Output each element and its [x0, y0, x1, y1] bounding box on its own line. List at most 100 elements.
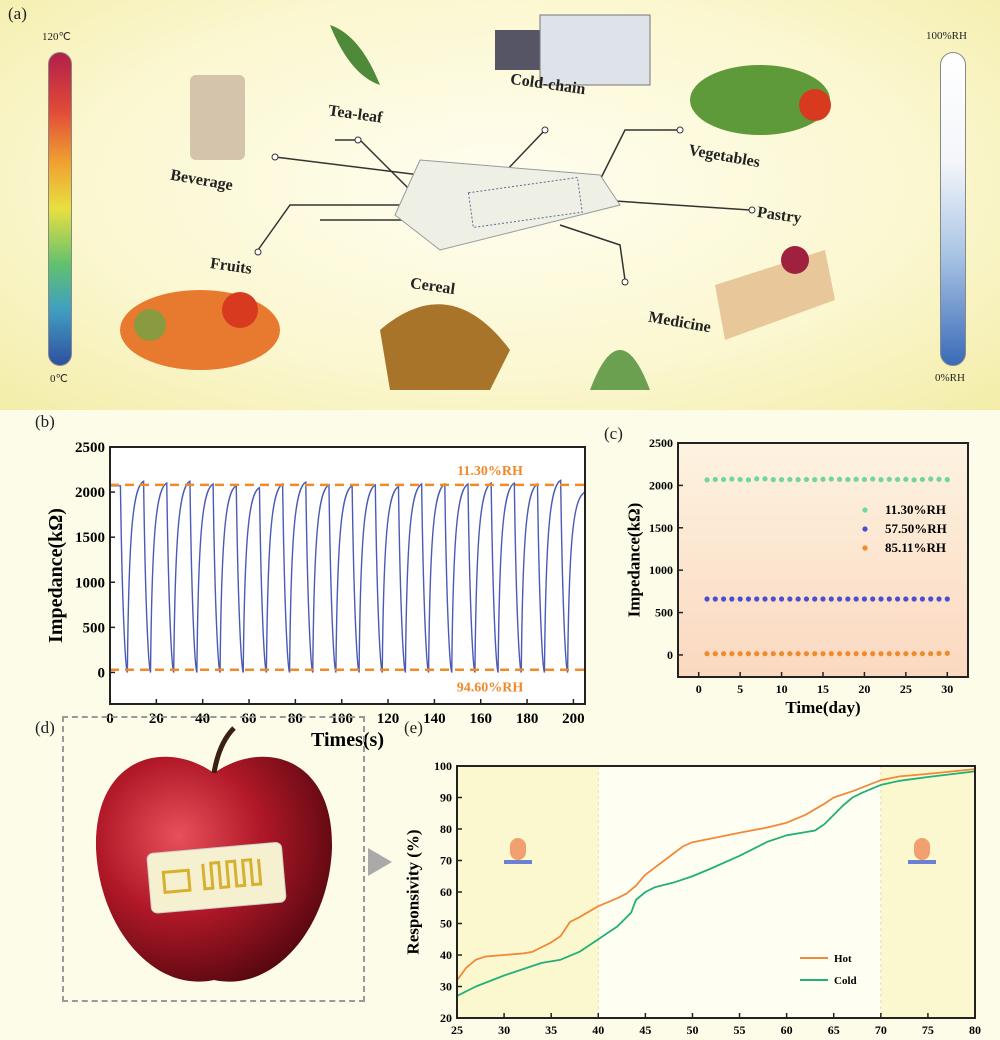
y-tick-label: 60: [440, 885, 452, 899]
alarm-base: [504, 860, 532, 864]
legend-label: 57.50%RH: [885, 521, 947, 536]
data-point-85.11%RH: [853, 651, 859, 657]
humidity-bar: [940, 52, 966, 366]
x-tick-label: 200: [562, 711, 585, 727]
data-point-85.11%RH: [836, 651, 843, 657]
alarm-icon: [510, 838, 526, 860]
y-tick-label: 90: [440, 791, 452, 805]
panel-a-illustration: (a) 120℃ 0℃ 100%RH 0%RH Beverage Tea-lea…: [0, 0, 1000, 410]
legend-label: Hot: [834, 953, 852, 965]
data-point-11.30%RH: [812, 477, 818, 483]
apple-sensor-image: [95, 726, 333, 982]
panel-label-e: (e): [404, 718, 423, 737]
data-point-11.30%RH: [928, 476, 934, 482]
data-point-85.11%RH: [878, 651, 884, 657]
data-point-57.50%RH: [762, 596, 768, 602]
alarm-icon: [914, 838, 930, 860]
cold-chain-image: [495, 30, 540, 70]
x-tick-label: 40: [592, 1023, 604, 1037]
y-axis-label: Impedance(kΩ): [45, 508, 67, 643]
y-tick-label: 40: [440, 948, 452, 962]
y-tick-label: 70: [440, 854, 452, 868]
legend-marker: [862, 526, 868, 532]
data-point-57.50%RH: [911, 596, 917, 602]
data-point-85.11%RH: [894, 651, 901, 657]
data-point-57.50%RH: [894, 596, 901, 602]
data-point-85.11%RH: [928, 651, 934, 657]
y-axis-label: Impedance(kΩ): [625, 503, 644, 618]
data-point-57.50%RH: [778, 596, 785, 602]
y-tick-label: 2500: [75, 440, 105, 456]
data-point-11.30%RH: [886, 476, 892, 482]
x-tick-label: 80: [969, 1023, 981, 1037]
y-tick-label: 500: [655, 606, 673, 620]
x-axis-label: Times(s): [311, 729, 384, 751]
y-tick-label: 1000: [75, 575, 105, 591]
y-tick-label: 2000: [75, 485, 105, 501]
x-tick-label: 75: [922, 1023, 934, 1037]
impedance-line: [110, 479, 586, 673]
data-point-11.30%RH: [754, 476, 760, 482]
data-point-11.30%RH: [861, 476, 868, 483]
vegetables-image: [690, 65, 830, 135]
data-point-57.50%RH: [919, 596, 926, 602]
data-point-11.30%RH: [729, 476, 735, 482]
line-cold: [456, 770, 976, 997]
data-point-85.11%RH: [762, 651, 768, 657]
y-tick-label: 1000: [649, 563, 673, 577]
data-point-85.11%RH: [820, 651, 826, 657]
data-point-85.11%RH: [870, 651, 876, 657]
reference-line-label: 94.60%RH: [457, 681, 524, 696]
y-tick-label: 30: [440, 980, 452, 994]
data-point-11.30%RH: [919, 476, 926, 483]
data-point-11.30%RH: [720, 476, 727, 483]
temp-max-label: 120℃: [42, 31, 71, 43]
data-point-85.11%RH: [737, 651, 743, 657]
data-point-57.50%RH: [812, 596, 818, 602]
data-point-11.30%RH: [737, 476, 743, 483]
data-point-57.50%RH: [803, 596, 810, 602]
x-tick-label: 140: [423, 711, 446, 727]
panel-c-background: [678, 443, 968, 677]
data-point-57.50%RH: [795, 596, 801, 602]
x-tick-label: 25: [451, 1023, 463, 1037]
y-tick-label: 100: [434, 759, 452, 773]
data-point-57.50%RH: [770, 596, 776, 602]
y-tick-label: 1500: [75, 530, 105, 546]
data-point-57.50%RH: [903, 596, 909, 602]
data-point-57.50%RH: [729, 596, 735, 602]
x-tick-label: 15: [817, 682, 829, 696]
x-tick-label: 65: [828, 1023, 840, 1037]
data-point-85.11%RH: [812, 651, 818, 657]
data-point-11.30%RH: [803, 476, 810, 483]
x-tick-label: 120: [377, 711, 400, 727]
data-point-11.30%RH: [870, 476, 876, 482]
x-tick-label: 80: [288, 711, 303, 727]
data-point-57.50%RH: [861, 596, 868, 602]
humidity-min-label: 0%RH: [935, 372, 965, 384]
legend-marker: [862, 545, 868, 551]
x-tick-label: 160: [469, 711, 492, 727]
data-point-85.11%RH: [795, 651, 801, 657]
data-point-11.30%RH: [836, 476, 843, 482]
y-tick-label: 50: [440, 917, 452, 931]
data-point-11.30%RH: [936, 476, 942, 482]
x-tick-label: 180: [516, 711, 539, 727]
y-tick-label: 20: [440, 1011, 452, 1025]
x-tick-label: 30: [498, 1023, 510, 1037]
data-point-11.30%RH: [845, 476, 851, 483]
panel-label-d: (d): [35, 718, 55, 737]
data-point-85.11%RH: [770, 651, 776, 657]
data-point-85.11%RH: [861, 651, 868, 657]
data-point-11.30%RH: [778, 477, 785, 483]
data-point-11.30%RH: [853, 476, 859, 482]
plot-frame: [456, 765, 976, 1019]
cereal-image: [380, 304, 510, 390]
data-point-85.11%RH: [919, 651, 926, 657]
panel-label-c: (c): [604, 424, 623, 443]
data-point-85.11%RH: [936, 650, 942, 657]
x-tick-label: 0: [106, 711, 114, 727]
humidity-max-label: 100%RH: [926, 30, 967, 42]
